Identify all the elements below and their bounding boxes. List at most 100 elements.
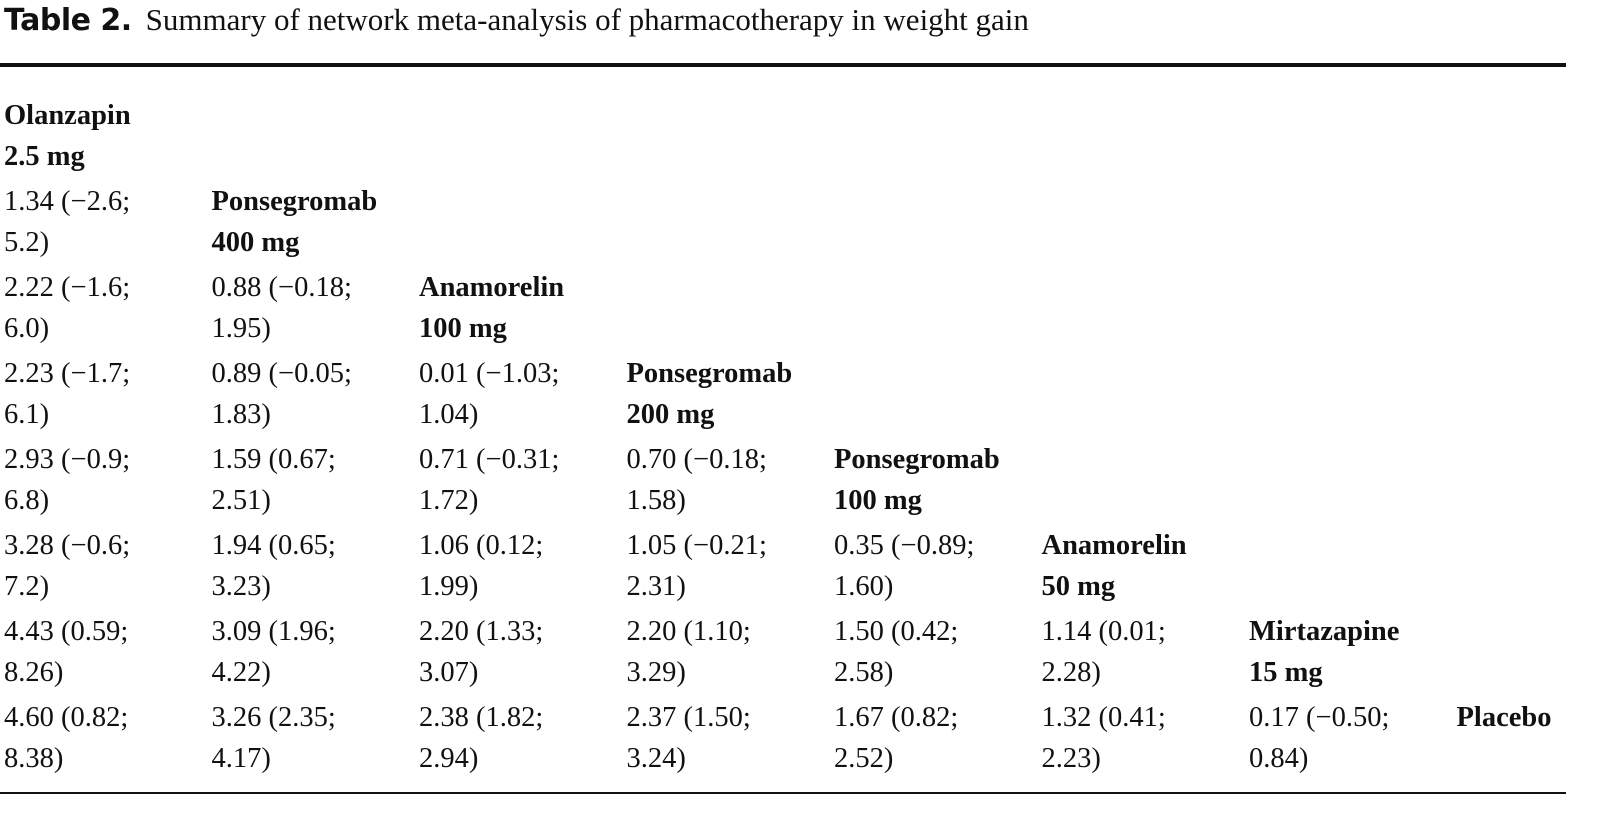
treatment-header-cell: Placebo xyxy=(1453,697,1601,783)
comparison-value-cell: 2.37 (1.50; 3.24) xyxy=(623,697,831,783)
comparison-value-cell: 0.35 (−0.89; 1.60) xyxy=(830,525,1038,611)
table-row: Olanzapin 2.5 mg xyxy=(0,95,1575,181)
table-row: 3.28 (−0.6; 7.2) 1.94 (0.65; 3.23) 1.06 (0.1… xyxy=(0,525,1575,611)
cell-line-1: 0.35 (−0.89; xyxy=(834,530,975,561)
cell-line-2: 0.84) xyxy=(1249,743,1309,774)
cell-line-1: 1.32 (0.41; xyxy=(1041,702,1166,733)
comparison-value-cell: 1.06 (0.12; 1.99) xyxy=(415,525,623,611)
cell-line-2: 1.58) xyxy=(626,485,686,516)
cell-line-1: Anamorelin xyxy=(419,272,565,303)
cell-line-2: 15 mg xyxy=(1249,657,1323,688)
cell-line-2: 6.0) xyxy=(4,313,50,344)
table-label: Table 2. xyxy=(4,2,132,38)
table-row: 2.23 (−1.7; 6.1) 0.89 (−0.05; 1.83) 0.01 (−1… xyxy=(0,353,1575,439)
comparison-value-cell: 1.14 (0.01; 2.28) xyxy=(1038,611,1246,697)
cell-line-2: 1.83) xyxy=(211,399,271,430)
cell-line-2: 1.95) xyxy=(211,313,271,344)
cell-line-1: 0.89 (−0.05; xyxy=(211,358,352,389)
cell-line-2: 5.2) xyxy=(4,227,50,258)
cell-line-2: 1.72) xyxy=(419,485,479,516)
cell-line-1: 1.34 (−2.6; xyxy=(4,186,131,217)
comparison-value-cell: 4.43 (0.59; 8.26) xyxy=(0,611,208,697)
cell-line-1: 1.50 (0.42; xyxy=(834,616,959,647)
table-row: 4.43 (0.59; 8.26) 3.09 (1.96; 4.22) 2.20 (1.… xyxy=(0,611,1575,697)
comparison-value-cell: 0.17 (−0.50; 0.84) xyxy=(1245,697,1453,783)
cell-line-1: 2.22 (−1.6; xyxy=(4,272,131,303)
cell-line-1: 2.93 (−0.9; xyxy=(4,444,131,475)
cell-line-1: 2.37 (1.50; xyxy=(626,702,751,733)
cell-line-2: 1.04) xyxy=(419,399,479,430)
cell-line-1: Ponsegromab xyxy=(211,186,378,217)
cell-line-1: 1.94 (0.65; xyxy=(211,530,336,561)
cell-line-2: 3.07) xyxy=(419,657,479,688)
cell-line-1: 3.26 (2.35; xyxy=(211,702,336,733)
cell-line-2: 1.60) xyxy=(834,571,894,602)
treatment-header-cell: Ponsegromab 400 mg xyxy=(208,181,416,267)
cell-line-2: 2.31) xyxy=(626,571,686,602)
comparison-value-cell: 1.59 (0.67; 2.51) xyxy=(208,439,416,525)
cell-line-2: 3.29) xyxy=(626,657,686,688)
cell-line-2: 6.1) xyxy=(4,399,50,430)
cell-line-1: 4.60 (0.82; xyxy=(4,702,129,733)
cell-line-2: 2.58) xyxy=(834,657,894,688)
table-row: 2.22 (−1.6; 6.0) 0.88 (−0.18; 1.95) Anamorel… xyxy=(0,267,1575,353)
comparison-value-cell: 0.88 (−0.18; 1.95) xyxy=(208,267,416,353)
cell-line-2: 2.94) xyxy=(419,743,479,774)
cell-line-1: 0.70 (−0.18; xyxy=(626,444,767,475)
cell-line-2: 6.8) xyxy=(4,485,50,516)
cell-line-1: 4.43 (0.59; xyxy=(4,616,129,647)
cell-line-1: Ponsegromab xyxy=(834,444,1000,475)
cell-line-1: 3.09 (1.96; xyxy=(211,616,336,647)
treatment-header-cell: Mirtazapine 15 mg xyxy=(1245,611,1453,697)
treatment-header-cell: Ponsegromab 200 mg xyxy=(623,353,831,439)
comparison-value-cell: 1.05 (−0.21; 2.31) xyxy=(623,525,831,611)
comparison-value-cell: 2.20 (1.33; 3.07) xyxy=(415,611,623,697)
cell-line-1: 1.05 (−0.21; xyxy=(626,530,767,561)
treatment-header-cell: Anamorelin 50 mg xyxy=(1038,525,1246,611)
table-caption: Table 2. Summary of network meta-analysi… xyxy=(4,0,1029,40)
table-row: 1.34 (−2.6; 5.2) Ponsegromab 400 mg xyxy=(0,181,1575,267)
cell-line-2: 3.24) xyxy=(626,743,686,774)
cell-line-1: Placebo xyxy=(1456,702,1552,733)
comparison-value-cell: 3.28 (−0.6; 7.2) xyxy=(0,525,208,611)
table-title: Summary of network meta-analysis of phar… xyxy=(145,2,1029,37)
cell-line-1: 1.59 (0.67; xyxy=(211,444,336,475)
cell-line-1: 1.06 (0.12; xyxy=(419,530,544,561)
comparison-value-cell: 1.32 (0.41; 2.23) xyxy=(1038,697,1246,783)
cell-line-2: 100 mg xyxy=(834,485,922,516)
comparison-value-cell: 0.89 (−0.05; 1.83) xyxy=(208,353,416,439)
comparison-value-cell: 2.22 (−1.6; 6.0) xyxy=(0,267,208,353)
cell-line-1: 0.01 (−1.03; xyxy=(419,358,560,389)
cell-line-2: 3.23) xyxy=(211,571,271,602)
cell-line-2: 8.38) xyxy=(4,743,64,774)
cell-line-1: 0.71 (−0.31; xyxy=(419,444,560,475)
cell-line-2: 400 mg xyxy=(211,227,300,258)
comparison-value-cell: 4.60 (0.82; 8.38) xyxy=(0,697,208,783)
cell-line-1: 0.17 (−0.50; xyxy=(1249,702,1390,733)
comparison-value-cell: 1.34 (−2.6; 5.2) xyxy=(0,181,208,267)
cell-line-1: Mirtazapine xyxy=(1249,616,1400,647)
comparison-value-cell: 0.70 (−0.18; 1.58) xyxy=(623,439,831,525)
comparison-value-cell: 3.09 (1.96; 4.22) xyxy=(208,611,416,697)
league-table: Olanzapin 2.5 mg 1.34 (−2.6; 5.2) Ponsegroma… xyxy=(0,95,1575,783)
cell-line-2: 4.17) xyxy=(211,743,271,774)
treatment-header-cell: Ponsegromab 100 mg xyxy=(830,439,1038,525)
comparison-value-cell: 2.23 (−1.7; 6.1) xyxy=(0,353,208,439)
cell-line-1: 3.28 (−0.6; xyxy=(4,530,131,561)
cell-line-1: 1.67 (0.82; xyxy=(834,702,959,733)
cell-line-1: 2.20 (1.10; xyxy=(626,616,751,647)
cell-line-1: 0.88 (−0.18; xyxy=(211,272,352,303)
cell-line-1: 2.23 (−1.7; xyxy=(4,358,131,389)
cell-line-1: 1.14 (0.01; xyxy=(1041,616,1166,647)
comparison-value-cell: 1.94 (0.65; 3.23) xyxy=(208,525,416,611)
comparison-value-cell: 1.67 (0.82; 2.52) xyxy=(830,697,1038,783)
cell-line-1: Ponsegromab xyxy=(626,358,793,389)
cell-line-1: 2.20 (1.33; xyxy=(419,616,544,647)
comparison-value-cell: 2.38 (1.82; 2.94) xyxy=(415,697,623,783)
comparison-value-cell: 0.71 (−0.31; 1.72) xyxy=(415,439,623,525)
cell-line-2: 200 mg xyxy=(626,399,715,430)
treatment-header-cell: Olanzapin 2.5 mg xyxy=(0,95,208,181)
cell-line-1: Anamorelin xyxy=(1041,530,1187,561)
cell-line-2: 50 mg xyxy=(1041,571,1116,602)
cell-line-2: 100 mg xyxy=(419,313,507,344)
